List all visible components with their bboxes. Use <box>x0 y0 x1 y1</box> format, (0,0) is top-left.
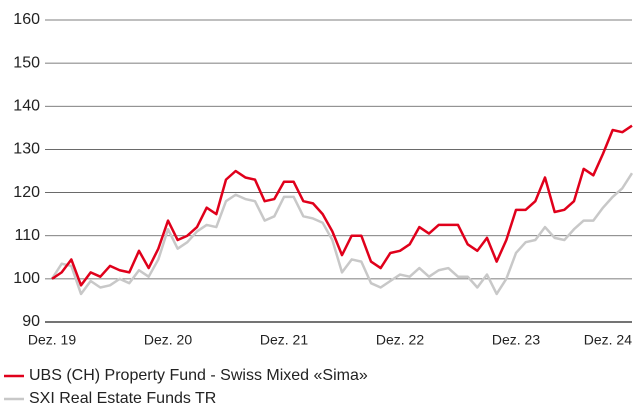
x-tick-label: Dez. 23 <box>492 332 540 348</box>
y-tick-label: 140 <box>13 98 40 115</box>
legend-label: SXI Real Estate Funds TR <box>29 390 216 407</box>
y-tick-label: 120 <box>13 184 40 201</box>
legend-label: UBS (CH) Property Fund - Swiss Mixed «Si… <box>29 367 368 384</box>
y-tick-label: 100 <box>13 270 40 287</box>
y-tick-label: 110 <box>14 227 40 244</box>
x-tick-label: Dez. 21 <box>260 332 308 348</box>
x-tick-label: Dez. 20 <box>144 332 192 348</box>
x-tick-label: Dez. 24 <box>584 332 632 348</box>
x-tick-label: Dez. 19 <box>28 332 76 348</box>
y-tick-label: 130 <box>13 141 40 158</box>
y-tick-label: 90 <box>22 313 40 330</box>
y-tick-label: 160 <box>13 11 40 28</box>
series-line <box>51 124 633 287</box>
x-tick-label: Dez. 22 <box>376 332 424 348</box>
series-line <box>50 172 634 296</box>
y-tick-label: 150 <box>13 54 40 71</box>
